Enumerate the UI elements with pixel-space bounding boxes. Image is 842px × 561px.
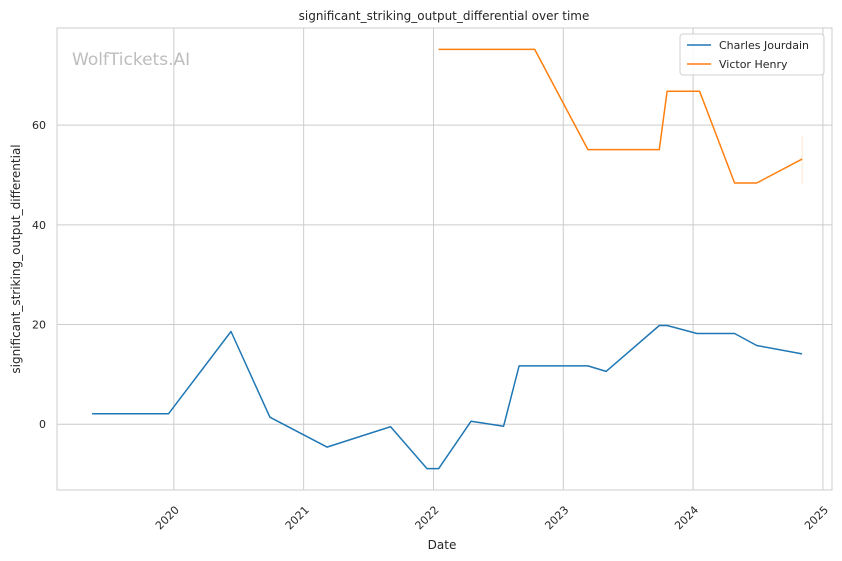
x-tick-label: 2020	[153, 503, 182, 532]
x-axis-label: Date	[428, 538, 457, 552]
y-tick-label: 20	[32, 319, 46, 332]
y-tick-label: 0	[39, 418, 46, 431]
plot-background	[57, 28, 832, 490]
y-tick-label: 60	[32, 119, 46, 132]
x-tick-label: 2021	[283, 503, 312, 532]
y-tick-label: 40	[32, 219, 46, 232]
series-layer	[92, 48, 803, 470]
legend: Charles Jourdain Victor Henry	[679, 33, 825, 76]
legend-label-victor-henry: Victor Henry	[719, 58, 788, 71]
legend-label-charles-jourdain: Charles Jourdain	[719, 39, 809, 52]
x-tick-label: 2025	[802, 503, 831, 532]
y-axis: 0 20 40 60	[32, 119, 46, 431]
chart-title: significant_striking_output_differential…	[299, 9, 590, 23]
x-tick-label: 2024	[672, 503, 701, 532]
series-line-charles-jourdain	[92, 324, 803, 470]
y-axis-label: significant_striking_output_differential	[9, 144, 23, 373]
x-tick-label: 2022	[413, 503, 442, 532]
x-axis: 2020 2021 2022 2023 2024 2025	[153, 503, 831, 532]
watermark-text: WolfTickets.AI	[72, 50, 190, 70]
plot-border	[56, 27, 833, 491]
series-line-victor-henry	[438, 48, 803, 184]
x-tick-label: 2023	[542, 503, 571, 532]
grid-lines	[57, 28, 832, 490]
legend-box	[679, 33, 825, 76]
